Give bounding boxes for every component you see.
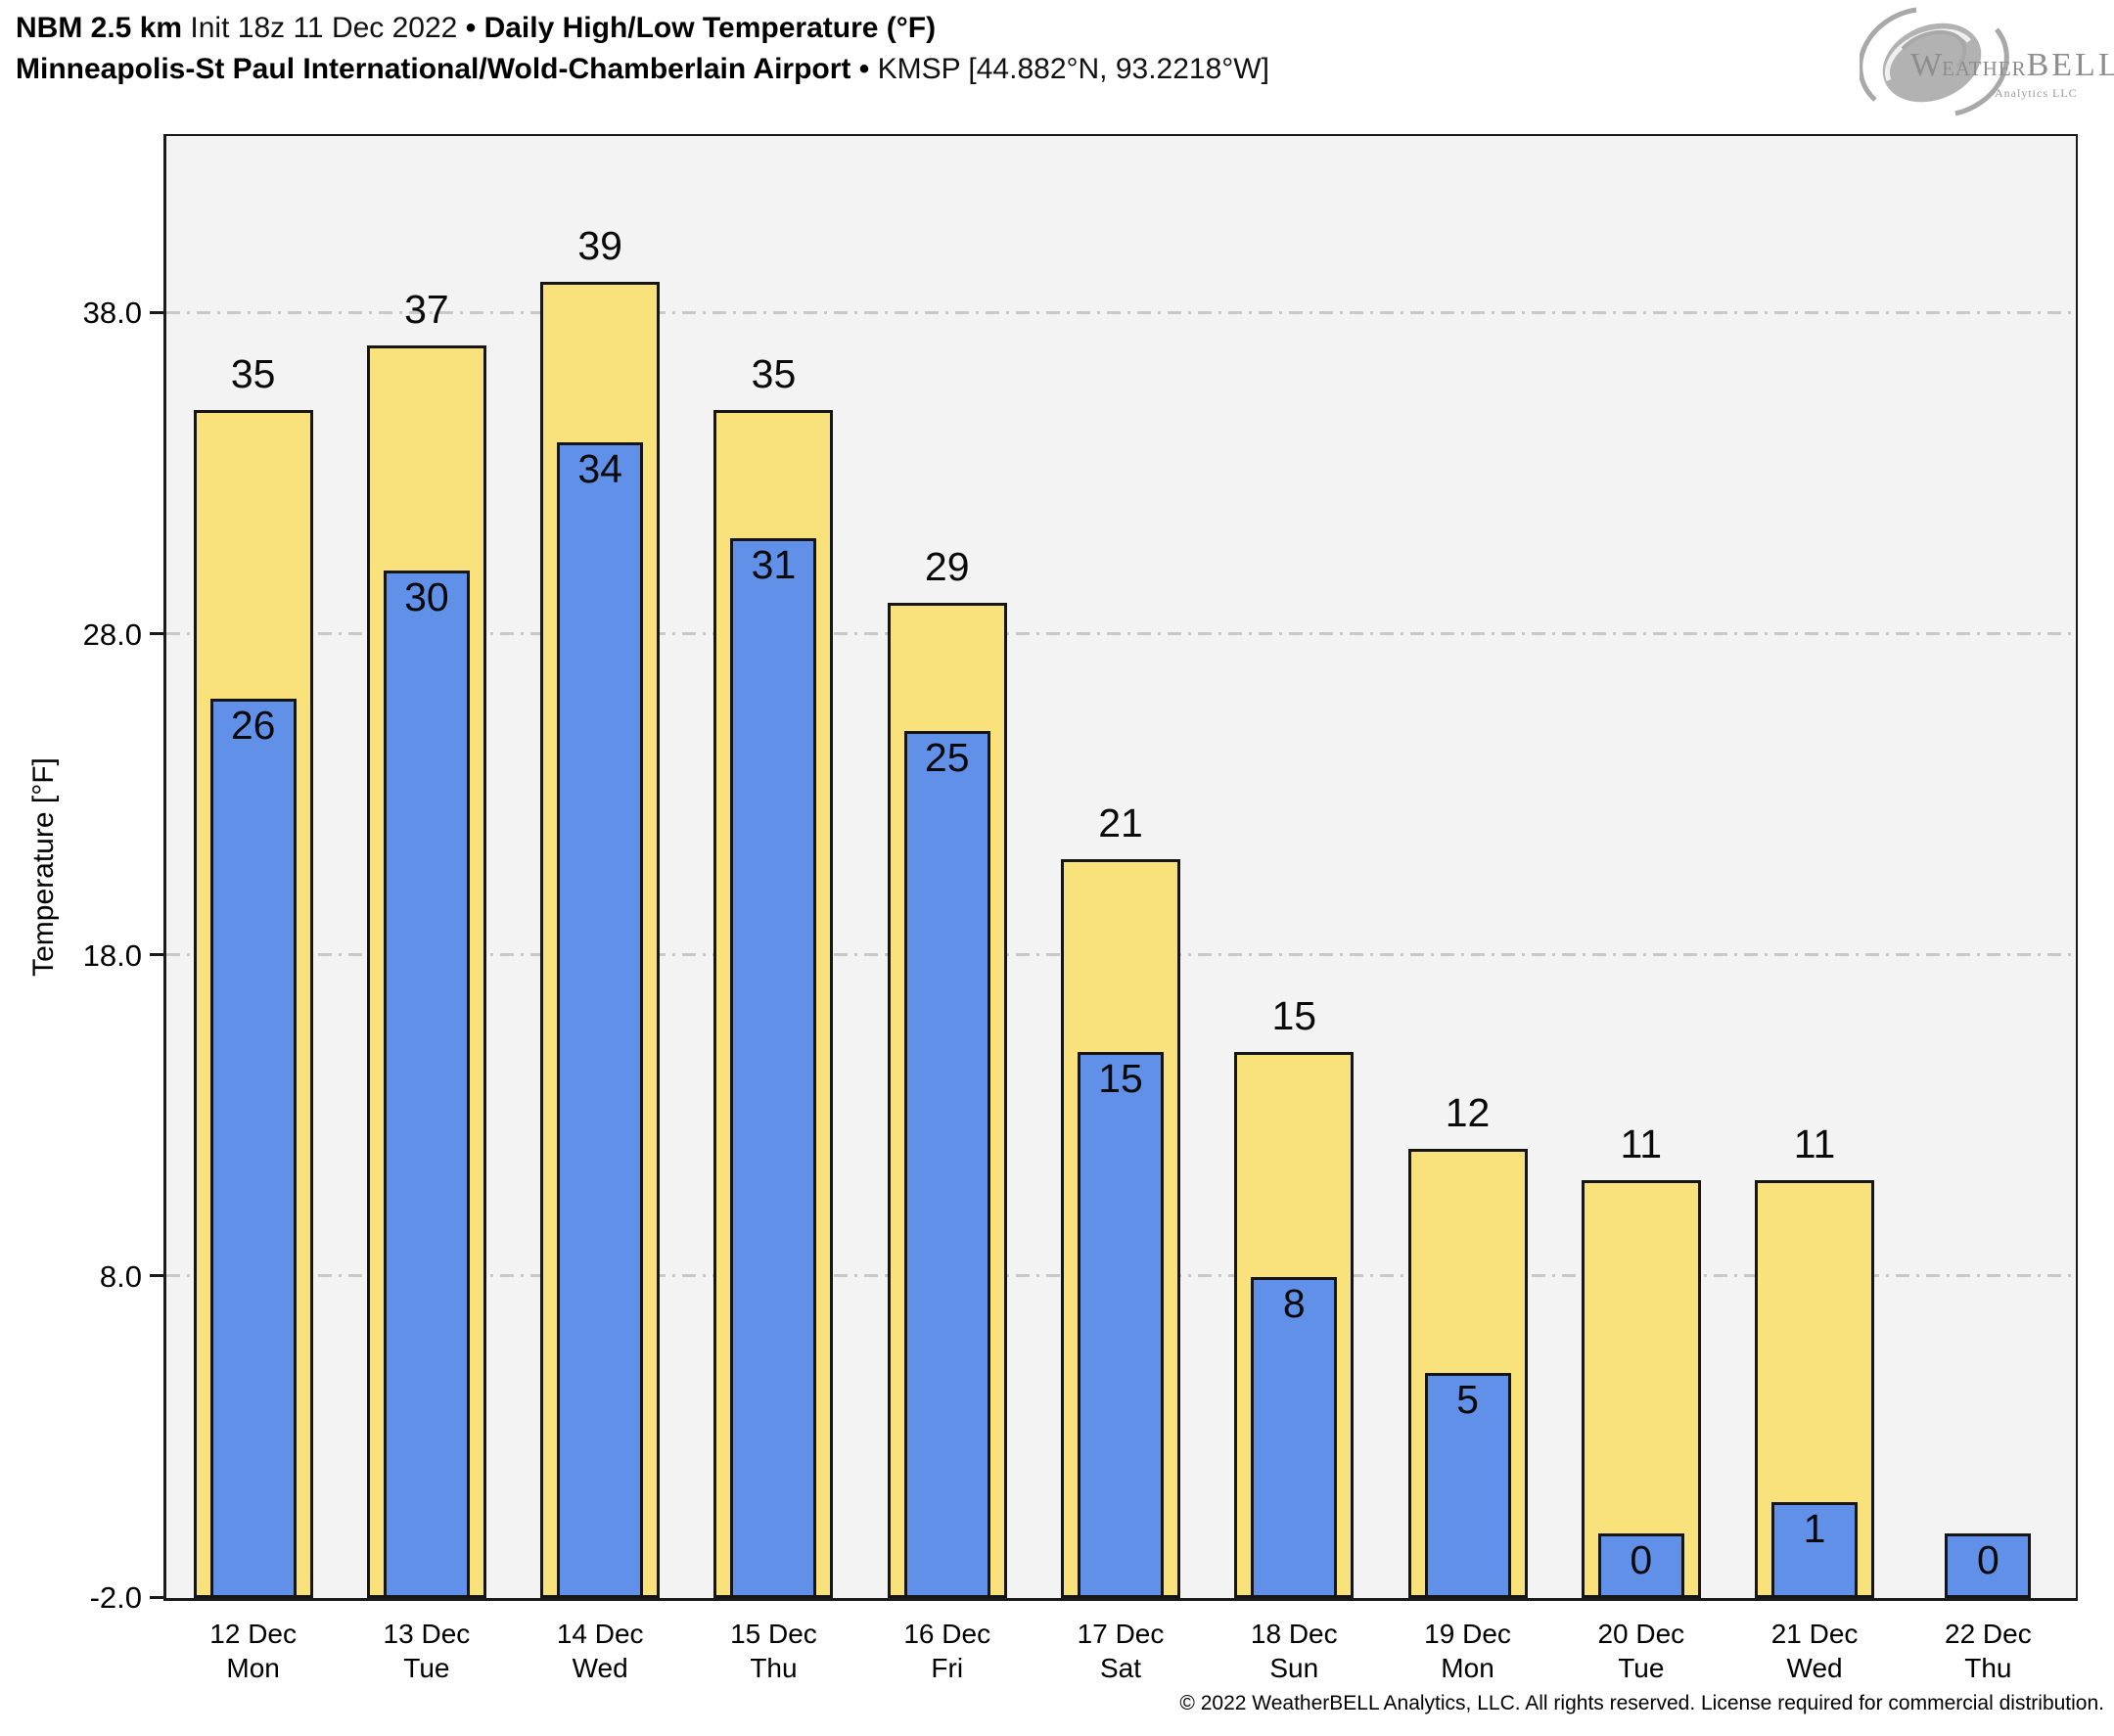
low-bar	[1251, 1276, 1338, 1598]
gridline	[166, 632, 2075, 636]
y-tick-label: 8.0	[99, 1258, 142, 1294]
low-value-label: 5	[1456, 1377, 1479, 1423]
x-tick-label-day: Sat	[1099, 1653, 1142, 1683]
low-value-label: 1	[1803, 1505, 1826, 1551]
logo-wordmark: WEATHERBELL	[1910, 47, 2114, 84]
x-tick-label-date: 15 Dec	[730, 1619, 817, 1649]
high-value-label: 37	[404, 287, 449, 333]
plot-area: 35 26 37 30 39 34 35 31 29 25 21 15 15 8 12 5 11 0 11 1 0	[150, 134, 2078, 1601]
x-tick-label-day: Fri	[931, 1653, 964, 1683]
x-tick-label-day: Mon	[226, 1653, 280, 1683]
x-tick-label-date: 14 Dec	[556, 1619, 644, 1649]
low-value-label: 25	[924, 735, 970, 781]
low-bar	[730, 538, 817, 1598]
x-tick-label: 19 Dec Mon	[1380, 1617, 1556, 1685]
swirl-logo-icon	[1860, 7, 2009, 116]
low-value-label: 0	[1630, 1537, 1653, 1583]
x-tick-label-day: Tue	[1618, 1653, 1665, 1683]
high-value-label: 11	[1793, 1121, 1836, 1167]
logo-w: W	[1910, 47, 1943, 83]
x-tick-label: 15 Dec Thu	[685, 1617, 861, 1685]
logo-bell: BELL	[2026, 47, 2114, 83]
low-value-label: 34	[577, 445, 622, 491]
high-bar	[1581, 1180, 1701, 1598]
title-product: Daily High/Low Temperature (°F)	[483, 12, 937, 44]
x-tick-label: 21 Dec Wed	[1726, 1617, 1903, 1685]
x-tick-label-date: 17 Dec	[1077, 1619, 1165, 1649]
title-bullet: •	[465, 12, 477, 44]
x-tick-label-date: 13 Dec	[383, 1619, 471, 1649]
low-bar	[1771, 1501, 1859, 1598]
low-bar	[209, 699, 297, 1598]
weatherbell-logo: WEATHERBELL Analytics LLC	[1860, 4, 2114, 119]
title-init: Init 18z 11 Dec 2022	[190, 12, 458, 44]
chart-header: NBM 2.5 km Init 18z 11 Dec 2022 • Daily …	[16, 8, 1269, 90]
x-tick-label: 13 Dec Tue	[339, 1617, 515, 1685]
title-line-1: NBM 2.5 km Init 18z 11 Dec 2022 • Daily …	[16, 8, 1269, 49]
x-tick-label-date: 19 Dec	[1424, 1619, 1511, 1649]
y-axis-tick	[150, 632, 163, 636]
low-value-label: 0	[1976, 1537, 1999, 1583]
high-value-label: 39	[577, 222, 622, 268]
logo-subtext: Analytics LLC	[1995, 86, 2078, 100]
subtitle-id: KMSP [44.882°N, 93.2218°W]	[877, 53, 1269, 85]
y-tick-label: 38.0	[82, 296, 142, 331]
logo-eather: EATHER	[1942, 57, 2027, 80]
high-value-label: 35	[230, 350, 276, 396]
x-tick-label-day: Wed	[572, 1653, 628, 1683]
y-tick-label: -2.0	[89, 1580, 142, 1615]
high-value-label: 29	[924, 543, 970, 589]
y-axis-tick	[150, 1274, 163, 1278]
x-tick-label: 18 Dec Sun	[1206, 1617, 1382, 1685]
low-bar	[1597, 1533, 1684, 1598]
y-axis-tick	[150, 1595, 163, 1599]
low-value-label: 15	[1098, 1056, 1143, 1102]
gridline	[166, 310, 2075, 314]
x-tick-label: 16 Dec Fri	[859, 1617, 1035, 1685]
y-axis-tick	[150, 310, 163, 314]
low-value-label: 30	[404, 573, 449, 619]
subtitle-station: Minneapolis-St Paul International/Wold-C…	[16, 53, 851, 85]
x-tick-label: 22 Dec Thu	[1900, 1617, 2076, 1685]
y-axis-tick	[150, 953, 163, 957]
low-bar	[1424, 1373, 1511, 1598]
low-value-label: 31	[751, 542, 797, 588]
high-value-label: 12	[1445, 1089, 1491, 1135]
high-value-label: 21	[1098, 800, 1143, 846]
x-tick-label: 12 Dec Mon	[165, 1617, 342, 1685]
low-bar	[1078, 1052, 1164, 1598]
x-tick-label: 14 Dec Wed	[512, 1617, 688, 1685]
x-tick-label-date: 20 Dec	[1597, 1619, 1685, 1649]
x-tick-label-date: 22 Dec	[1945, 1619, 2032, 1649]
y-tick-label: 18.0	[82, 937, 142, 973]
title-model: NBM 2.5 km	[16, 12, 183, 44]
low-bar	[903, 731, 990, 1598]
x-tick-label-day: Wed	[1786, 1653, 1843, 1683]
x-tick-label-day: Thu	[1964, 1653, 2012, 1683]
low-value-label: 8	[1282, 1280, 1306, 1326]
low-bar	[383, 570, 470, 1598]
x-tick-label-date: 18 Dec	[1250, 1619, 1338, 1649]
x-tick-label: 20 Dec Tue	[1553, 1617, 1729, 1685]
x-tick-label-day: Tue	[403, 1653, 450, 1683]
x-tick-label: 17 Dec Sat	[1033, 1617, 1209, 1685]
x-tick-label-day: Mon	[1441, 1653, 1494, 1683]
subtitle-bullet: •	[858, 53, 870, 85]
x-tick-label-date: 16 Dec	[903, 1619, 991, 1649]
low-bar	[1945, 1533, 2032, 1598]
high-value-label: 11	[1620, 1121, 1663, 1167]
x-tick-label-date: 12 Dec	[209, 1619, 297, 1649]
high-value-label: 35	[751, 350, 797, 396]
x-tick-label-day: Thu	[750, 1653, 798, 1683]
x-tick-label-date: 21 Dec	[1770, 1619, 1859, 1649]
title-line-2: Minneapolis-St Paul International/Wold-C…	[16, 49, 1269, 90]
copyright-text: © 2022 WeatherBELL Analytics, LLC. All r…	[1179, 1692, 2104, 1714]
x-tick-label-day: Sun	[1269, 1653, 1319, 1683]
low-bar	[557, 441, 644, 1598]
y-tick-label: 28.0	[82, 617, 142, 652]
high-value-label: 15	[1271, 993, 1317, 1039]
low-value-label: 26	[230, 703, 276, 749]
